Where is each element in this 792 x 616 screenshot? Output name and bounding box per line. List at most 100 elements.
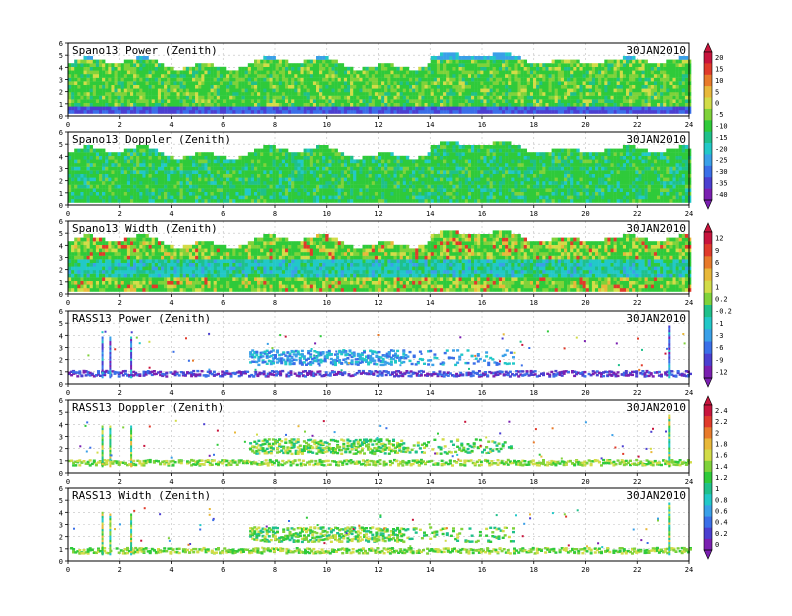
data-cell — [592, 103, 595, 107]
data-cell — [220, 70, 223, 74]
data-cell — [332, 156, 335, 160]
data-cell — [90, 159, 93, 163]
data-cell — [440, 159, 443, 163]
data-cell — [304, 149, 307, 153]
data-cell — [387, 188, 390, 192]
data-cell — [381, 181, 384, 185]
data-cell — [118, 74, 121, 78]
data-cell — [493, 192, 496, 196]
data-cell — [121, 152, 124, 156]
data-cell — [552, 74, 555, 78]
data-cell — [223, 195, 226, 199]
data-cell — [394, 85, 397, 89]
data-cell — [130, 152, 133, 156]
data-cell — [638, 81, 641, 85]
data-cell — [428, 96, 431, 100]
data-cell — [220, 110, 223, 114]
data-cell — [468, 159, 471, 163]
data-cell — [158, 78, 161, 82]
data-cell — [328, 60, 331, 64]
data-cell — [428, 74, 431, 78]
data-cell — [74, 163, 77, 167]
data-cell — [604, 60, 607, 64]
data-cell — [493, 152, 496, 156]
data-cell — [483, 56, 486, 60]
data-cell — [136, 159, 139, 163]
data-cell — [291, 192, 294, 196]
data-cell — [288, 185, 291, 189]
data-cell — [384, 163, 387, 167]
data-cell — [549, 78, 552, 82]
data-cell — [663, 78, 666, 82]
data-cell — [282, 152, 285, 156]
data-cell — [366, 188, 369, 192]
data-cell — [87, 199, 90, 203]
data-cell — [118, 192, 121, 196]
data-cell — [201, 70, 204, 74]
data-cell — [583, 88, 586, 92]
data-cell — [592, 106, 595, 110]
data-cell — [226, 103, 229, 107]
data-cell — [257, 96, 260, 100]
data-cell — [322, 199, 325, 203]
data-cell — [434, 181, 437, 185]
data-cell — [118, 85, 121, 89]
data-cell — [409, 199, 412, 203]
data-cell — [372, 188, 375, 192]
data-cell — [99, 106, 102, 110]
data-cell — [356, 192, 359, 196]
data-cell — [452, 159, 455, 163]
data-cell — [431, 88, 434, 92]
data-cell — [90, 152, 93, 156]
data-cell — [390, 110, 393, 114]
data-cell — [366, 106, 369, 110]
data-cell — [115, 67, 118, 71]
data-cell — [493, 70, 496, 74]
data-cell — [406, 199, 409, 203]
data-cell — [325, 78, 328, 82]
data-cell — [260, 163, 263, 167]
data-cell — [505, 74, 508, 78]
data-cell — [425, 163, 428, 167]
data-cell — [263, 145, 266, 149]
data-cell — [251, 78, 254, 82]
data-cell — [657, 70, 660, 74]
data-cell — [412, 106, 415, 110]
data-cell — [521, 60, 524, 64]
data-cell — [304, 92, 307, 96]
data-cell — [322, 88, 325, 92]
data-cell — [90, 78, 93, 82]
data-cell — [487, 63, 490, 67]
data-cell — [440, 141, 443, 145]
data-cell — [220, 78, 223, 82]
data-cell — [387, 103, 390, 107]
data-cell — [363, 110, 366, 114]
data-cell — [291, 78, 294, 82]
data-cell — [580, 103, 583, 107]
data-cell — [505, 70, 508, 74]
data-cell — [214, 81, 217, 85]
data-cell — [415, 199, 418, 203]
data-cell — [229, 163, 232, 167]
data-cell — [431, 163, 434, 167]
data-cell — [394, 67, 397, 71]
data-cell — [276, 60, 279, 64]
data-cell — [204, 188, 207, 192]
data-cell — [406, 74, 409, 78]
data-cell — [211, 170, 214, 174]
data-cell — [524, 96, 527, 100]
data-cell — [180, 159, 183, 163]
data-cell — [217, 85, 220, 89]
data-cell — [533, 74, 536, 78]
data-cell — [586, 70, 589, 74]
data-cell — [381, 195, 384, 199]
data-cell — [595, 78, 598, 82]
data-cell — [183, 156, 186, 160]
data-cell — [338, 174, 341, 178]
data-cell — [80, 174, 83, 178]
data-cell — [142, 88, 145, 92]
data-cell — [229, 88, 232, 92]
data-cell — [645, 106, 648, 110]
data-cell — [232, 106, 235, 110]
data-cell — [558, 81, 561, 85]
